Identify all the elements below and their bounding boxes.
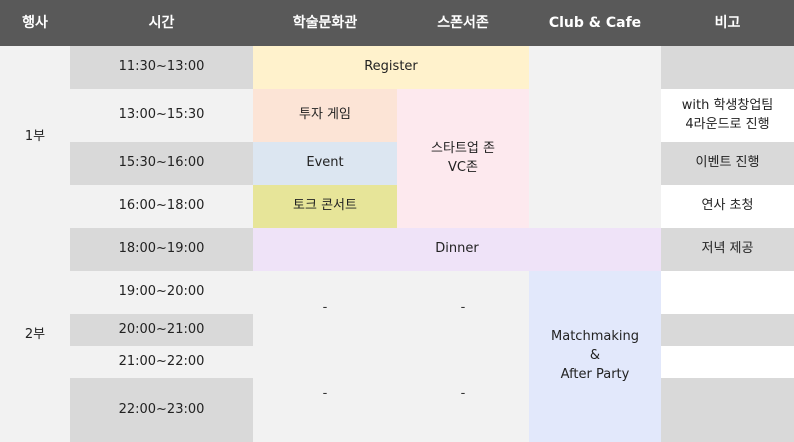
time-slot: 19:00~20:00 xyxy=(70,271,253,314)
time-slot: 20:00~21:00 xyxy=(70,314,253,346)
event-startup-vc-zone: 스타트업 존 VC존 xyxy=(397,89,529,228)
time-slot: 22:00~23:00 xyxy=(70,378,253,442)
time-slot: 21:00~22:00 xyxy=(70,346,253,378)
club-cafe-empty xyxy=(529,46,661,228)
remark-event-progress: 이벤트 진행 xyxy=(661,142,794,185)
event-dinner: Dinner xyxy=(253,228,661,271)
header-remarks: 비고 xyxy=(661,0,794,46)
time-slot: 11:30~13:00 xyxy=(70,46,253,89)
remark-empty xyxy=(661,314,794,346)
time-slot: 16:00~18:00 xyxy=(70,185,253,228)
event-matchmaking-after-party: Matchmaking & After Party xyxy=(529,271,661,442)
header-club-cafe: Club & Cafe xyxy=(529,0,661,46)
remark-empty xyxy=(661,346,794,378)
session-part2: 2부 xyxy=(0,228,70,442)
event-talk-concert: 토크 콘서트 xyxy=(253,185,397,228)
remark-startup-rounds: with 학생창업팀 4라운드로 진행 xyxy=(661,89,794,142)
empty-dash: - xyxy=(397,346,529,442)
time-slot: 18:00~19:00 xyxy=(70,228,253,271)
header-academic-hall: 학술문화관 xyxy=(253,0,397,46)
event-investment-game: 투자 게임 xyxy=(253,89,397,142)
empty-dash: - xyxy=(253,346,397,442)
empty-dash: - xyxy=(397,271,529,346)
header-sponsor-zone: 스폰서존 xyxy=(397,0,529,46)
session-part1: 1부 xyxy=(0,46,70,228)
header-event: 행사 xyxy=(0,0,70,46)
header-time: 시간 xyxy=(70,0,253,46)
time-slot: 13:00~15:30 xyxy=(70,89,253,142)
remark-dinner-provided: 저녁 제공 xyxy=(661,228,794,271)
event-register: Register xyxy=(253,46,529,89)
remark-empty xyxy=(661,271,794,314)
remark-empty xyxy=(661,46,794,89)
empty-dash: - xyxy=(253,271,397,346)
event-event: Event xyxy=(253,142,397,185)
time-slot: 15:30~16:00 xyxy=(70,142,253,185)
remark-empty xyxy=(661,378,794,442)
remark-speaker-invite: 연사 초청 xyxy=(661,185,794,228)
